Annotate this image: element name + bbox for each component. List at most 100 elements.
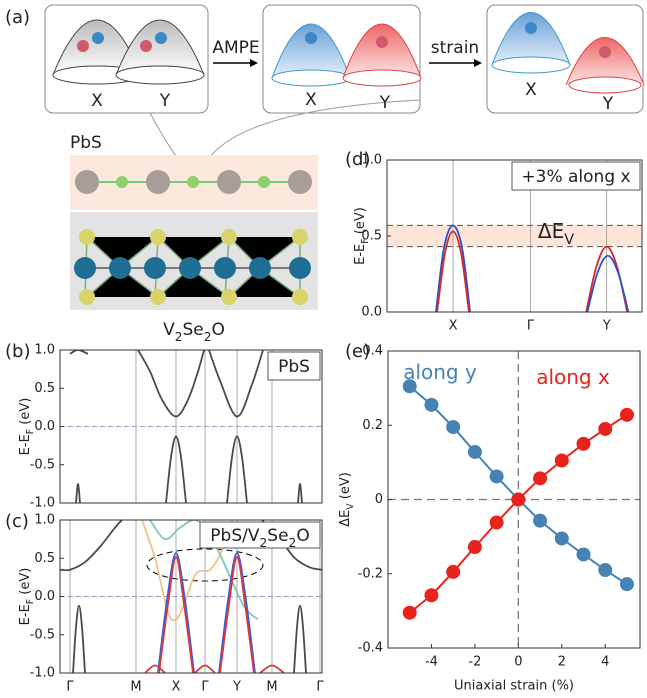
y-axis-label-part: V (345, 503, 356, 510)
panel-label: (d) (345, 149, 370, 170)
series-line (144, 664, 166, 673)
spin (599, 46, 611, 58)
marker (489, 515, 504, 530)
marker (598, 563, 613, 578)
y-axis-label-part: F (360, 238, 371, 243)
panel-caption-part: PbS/V (210, 526, 260, 546)
marker (576, 436, 591, 451)
series-line (158, 555, 194, 673)
y-axis-label-part: E-E (353, 244, 368, 265)
diagram (44, 4, 645, 310)
spins (77, 40, 152, 52)
series-line (165, 435, 187, 503)
series-line (218, 551, 256, 673)
y-axis-label-part: (eV) (338, 472, 353, 503)
series-line (157, 551, 195, 673)
series-line (72, 604, 86, 673)
annotation-part: ΔE (538, 219, 564, 243)
series-line (60, 520, 123, 572)
connector (202, 99, 421, 169)
x-tick-label: M (130, 680, 141, 695)
se-atoms (79, 229, 308, 305)
y-tick-label: -1.0 (30, 496, 55, 511)
cone (271, 23, 351, 79)
x-tick-label: 4 (601, 655, 609, 670)
y-tick-label: -0.5 (30, 627, 55, 642)
spin (376, 36, 388, 48)
series-line (436, 230, 470, 312)
plot-area (435, 224, 630, 312)
y-axis-label: ΔEV (eV) (338, 472, 357, 527)
series-line (297, 482, 303, 503)
y-axis-label: E-EF (eV) (353, 207, 372, 265)
series-line (259, 664, 285, 673)
x-tick-label: Γ (201, 680, 209, 695)
spin (525, 22, 537, 34)
y-tick-label: 1.0 (34, 343, 55, 358)
marker (467, 444, 482, 459)
y-axis-label-part: (eV) (18, 568, 33, 599)
marker (598, 421, 613, 436)
substrate-label-part: 2 (175, 330, 183, 344)
valley-label: X (525, 80, 537, 100)
marker (619, 407, 634, 422)
annotation: ΔEV (538, 219, 574, 249)
v-atoms (74, 257, 311, 279)
series-line (586, 254, 630, 312)
y-tick-label: 0.2 (362, 418, 383, 433)
cone-base (342, 69, 422, 87)
substrate-label-part: V (163, 320, 175, 340)
y-axis-label-part: E-E (18, 434, 33, 455)
annotation-part: V (564, 232, 574, 248)
panel-caption-part: 2 (259, 536, 267, 550)
x-tick-label: X (449, 319, 458, 334)
y-axis-label-part: E-E (18, 604, 33, 625)
x-axis-label: Uniaxial strain (%) (454, 679, 574, 694)
cone-base (491, 56, 571, 74)
marker (619, 577, 634, 592)
marker (511, 492, 526, 507)
x-tick-label: Y (232, 680, 241, 695)
marker (489, 469, 504, 484)
spins (92, 32, 167, 44)
y-axis-label-part: F (25, 599, 36, 604)
marker (467, 540, 482, 555)
series-line (208, 350, 264, 418)
y-tick-label: 1.0 (34, 513, 55, 528)
valley-label: Y (602, 94, 614, 114)
panel-caption: +3% along x (521, 167, 630, 187)
y-axis-label-part: (eV) (18, 398, 33, 429)
series-line (69, 350, 89, 355)
arrow-head (250, 59, 258, 67)
x-tick-label: Γ (527, 319, 535, 334)
y-tick-label: 0.0 (34, 419, 55, 434)
marker (424, 588, 439, 603)
arrow-label: AMPE (212, 38, 259, 58)
x-tick-label: 2 (558, 655, 566, 670)
cone (491, 12, 571, 66)
spin (305, 32, 317, 44)
panel-caption-part: O (296, 526, 309, 546)
axes-frame (59, 349, 323, 504)
annotation: along x (536, 365, 610, 389)
x-tick-label: -4 (425, 655, 438, 670)
label-box (199, 521, 321, 549)
marker (446, 420, 461, 435)
y-tick-label: 0 (375, 492, 383, 507)
series-line (435, 224, 471, 312)
cone-base (568, 76, 642, 94)
valley-label: Y (159, 91, 171, 111)
panel-caption: PbS (278, 357, 310, 377)
label-box (511, 161, 641, 191)
substrate-label-part: Se (183, 320, 204, 340)
substrate-label-part: O (212, 320, 225, 340)
annotation-part: along x (536, 365, 610, 389)
layer-label: PbS (70, 133, 102, 153)
x-tick-label: -2 (468, 655, 481, 670)
series-line (226, 435, 248, 503)
y-tick-label: -1.0 (30, 666, 55, 681)
y-tick-label: 0.4 (362, 344, 383, 359)
y-axis-label-part: (eV) (353, 207, 368, 238)
axes-frame (387, 350, 641, 649)
